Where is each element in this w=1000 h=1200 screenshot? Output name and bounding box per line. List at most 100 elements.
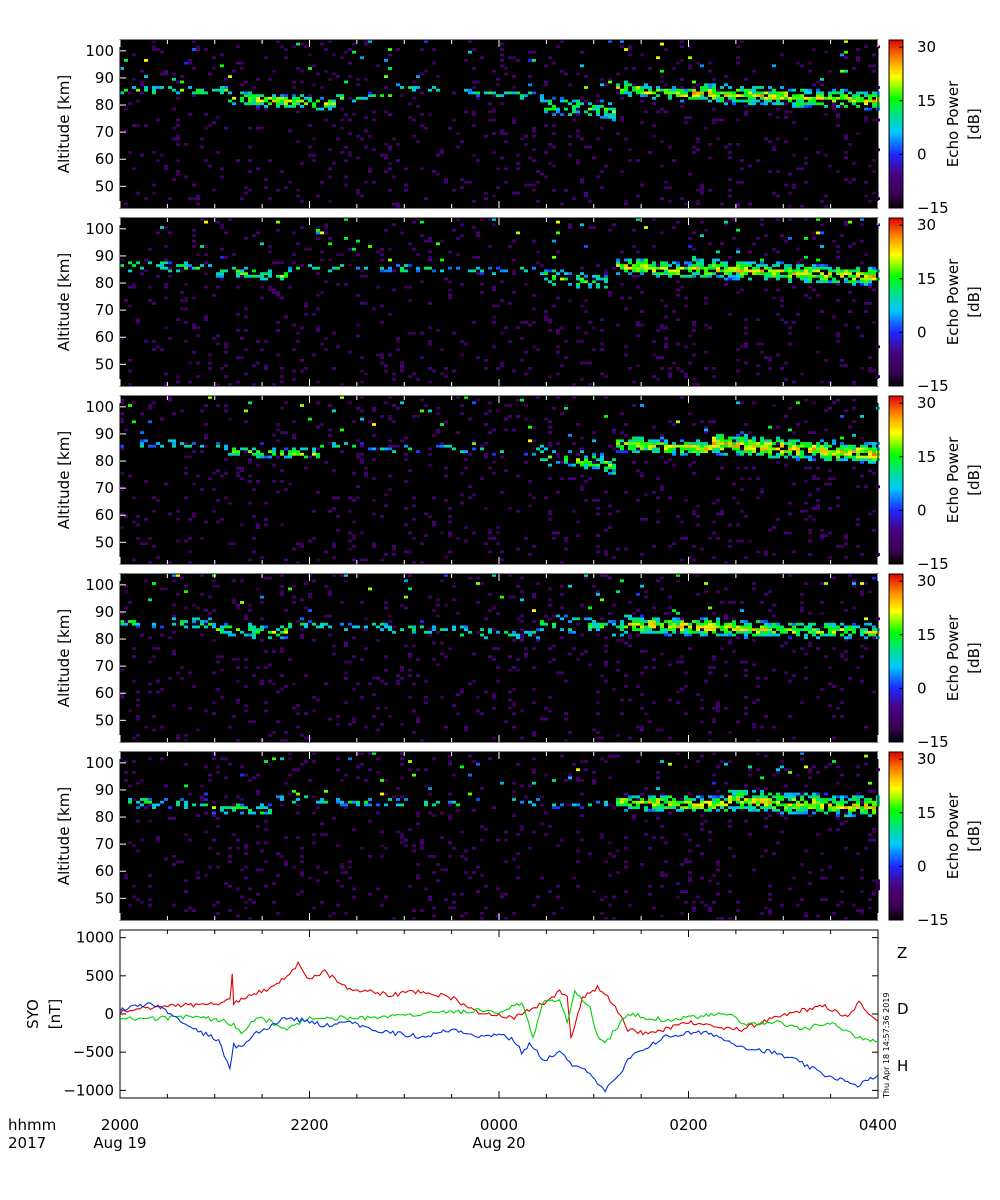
heatmap-cell <box>412 909 416 912</box>
heatmap-cell <box>200 488 204 491</box>
heatmap-cell <box>556 331 560 335</box>
heatmap-cell <box>452 704 456 707</box>
heatmap-cell <box>636 609 640 612</box>
heatmap-cell <box>800 372 804 376</box>
heatmap-cell <box>408 574 412 577</box>
heatmap-cell <box>468 496 472 500</box>
heatmap-cell <box>228 762 232 766</box>
heatmap-cell <box>748 622 752 626</box>
heatmap-cell <box>236 450 240 453</box>
heatmap-cell <box>476 255 480 259</box>
heatmap-cell <box>556 250 560 254</box>
heatmap-cell <box>720 442 724 445</box>
heatmap-cell <box>756 739 760 743</box>
heatmap-cell <box>388 628 392 631</box>
heatmap-cell <box>676 293 680 297</box>
heatmap-cell <box>592 277 596 281</box>
heatmap-cell <box>148 819 152 823</box>
heatmap-cell <box>296 725 300 729</box>
heatmap-cell <box>684 375 688 378</box>
heatmap-cell <box>480 477 484 481</box>
heatmap-cell <box>132 401 136 405</box>
heatmap-cell <box>236 803 240 807</box>
heatmap-cell <box>472 255 476 259</box>
heatmap-cell <box>412 331 416 335</box>
heatmap-cell <box>560 477 564 481</box>
heatmap-cell <box>236 606 240 610</box>
heatmap-cell <box>216 272 220 275</box>
heatmap-cell <box>388 269 392 273</box>
heatmap-cell <box>236 914 240 918</box>
heatmap-cell <box>404 183 408 187</box>
heatmap-cell <box>804 88 808 92</box>
heatmap-cell <box>152 91 156 95</box>
heatmap-cell <box>716 99 720 103</box>
heatmap-cell <box>844 156 848 160</box>
heatmap-cell <box>680 285 684 289</box>
heatmap-cell <box>272 69 276 73</box>
heatmap-cell <box>160 50 164 54</box>
heatmap-cell <box>420 220 424 224</box>
heatmap-cell <box>556 614 560 618</box>
heatmap-cell <box>256 792 260 796</box>
heatmap-cell <box>776 452 780 456</box>
heatmap-cell <box>548 695 552 699</box>
heatmap-cell <box>564 547 568 551</box>
heatmap-cell <box>676 220 680 224</box>
heatmap-cell <box>424 512 428 516</box>
heatmap-cell <box>684 444 688 448</box>
heatmap-cell <box>696 693 700 696</box>
heatmap-cell <box>740 609 744 612</box>
heatmap-cell <box>704 272 708 275</box>
colorbar-unit: [dB] <box>965 108 983 140</box>
heatmap-cell <box>640 614 644 618</box>
heatmap-cell <box>836 452 840 456</box>
heatmap-cell <box>236 272 240 275</box>
heatmap-cell <box>308 145 312 149</box>
heatmap-cell <box>456 132 460 135</box>
heatmap-cell <box>356 191 360 195</box>
heatmap-cell <box>212 509 216 513</box>
heatmap-cell <box>704 622 708 626</box>
heatmap-cell <box>320 107 324 111</box>
heatmap-cell <box>524 143 528 146</box>
heatmap-cell <box>592 274 596 278</box>
heatmap-cell <box>864 485 868 489</box>
heatmap-cell <box>308 264 312 267</box>
heatmap-cell <box>556 45 560 49</box>
heatmap-cell <box>300 226 304 229</box>
heatmap-cell <box>236 159 240 162</box>
heatmap-cell <box>652 261 656 265</box>
heatmap-cell <box>404 838 408 842</box>
heatmap-cell <box>476 582 480 585</box>
heatmap-cell <box>788 205 792 209</box>
heatmap-cell <box>616 83 620 87</box>
heatmap-cell <box>704 86 708 89</box>
heatmap-cell <box>748 88 752 92</box>
heatmap-cell <box>756 620 760 623</box>
heatmap-cell <box>544 315 548 319</box>
heatmap-cell <box>640 649 644 653</box>
heatmap-cell <box>636 321 640 324</box>
heatmap-cell <box>388 396 392 399</box>
heatmap-cell <box>548 660 552 664</box>
heatmap-cell <box>304 102 308 106</box>
heatmap-cell <box>864 630 868 634</box>
heatmap-cell <box>220 274 224 278</box>
heatmap-cell <box>268 576 272 580</box>
heatmap-cell <box>768 622 772 626</box>
heatmap-cell <box>696 148 700 152</box>
heatmap-cell <box>148 873 152 877</box>
heatmap-cell <box>792 96 796 100</box>
heatmap-cell <box>264 819 268 823</box>
heatmap-cell <box>300 762 304 766</box>
heatmap-cell <box>772 64 776 68</box>
heatmap-cell <box>172 614 176 618</box>
heatmap-cell <box>800 264 804 267</box>
heatmap-cell <box>652 442 656 445</box>
heatmap-cell <box>748 452 752 456</box>
heatmap-cell <box>408 587 412 591</box>
heatmap-cell <box>784 455 788 459</box>
heatmap-cell <box>692 383 696 387</box>
heatmap-cell <box>172 855 176 858</box>
